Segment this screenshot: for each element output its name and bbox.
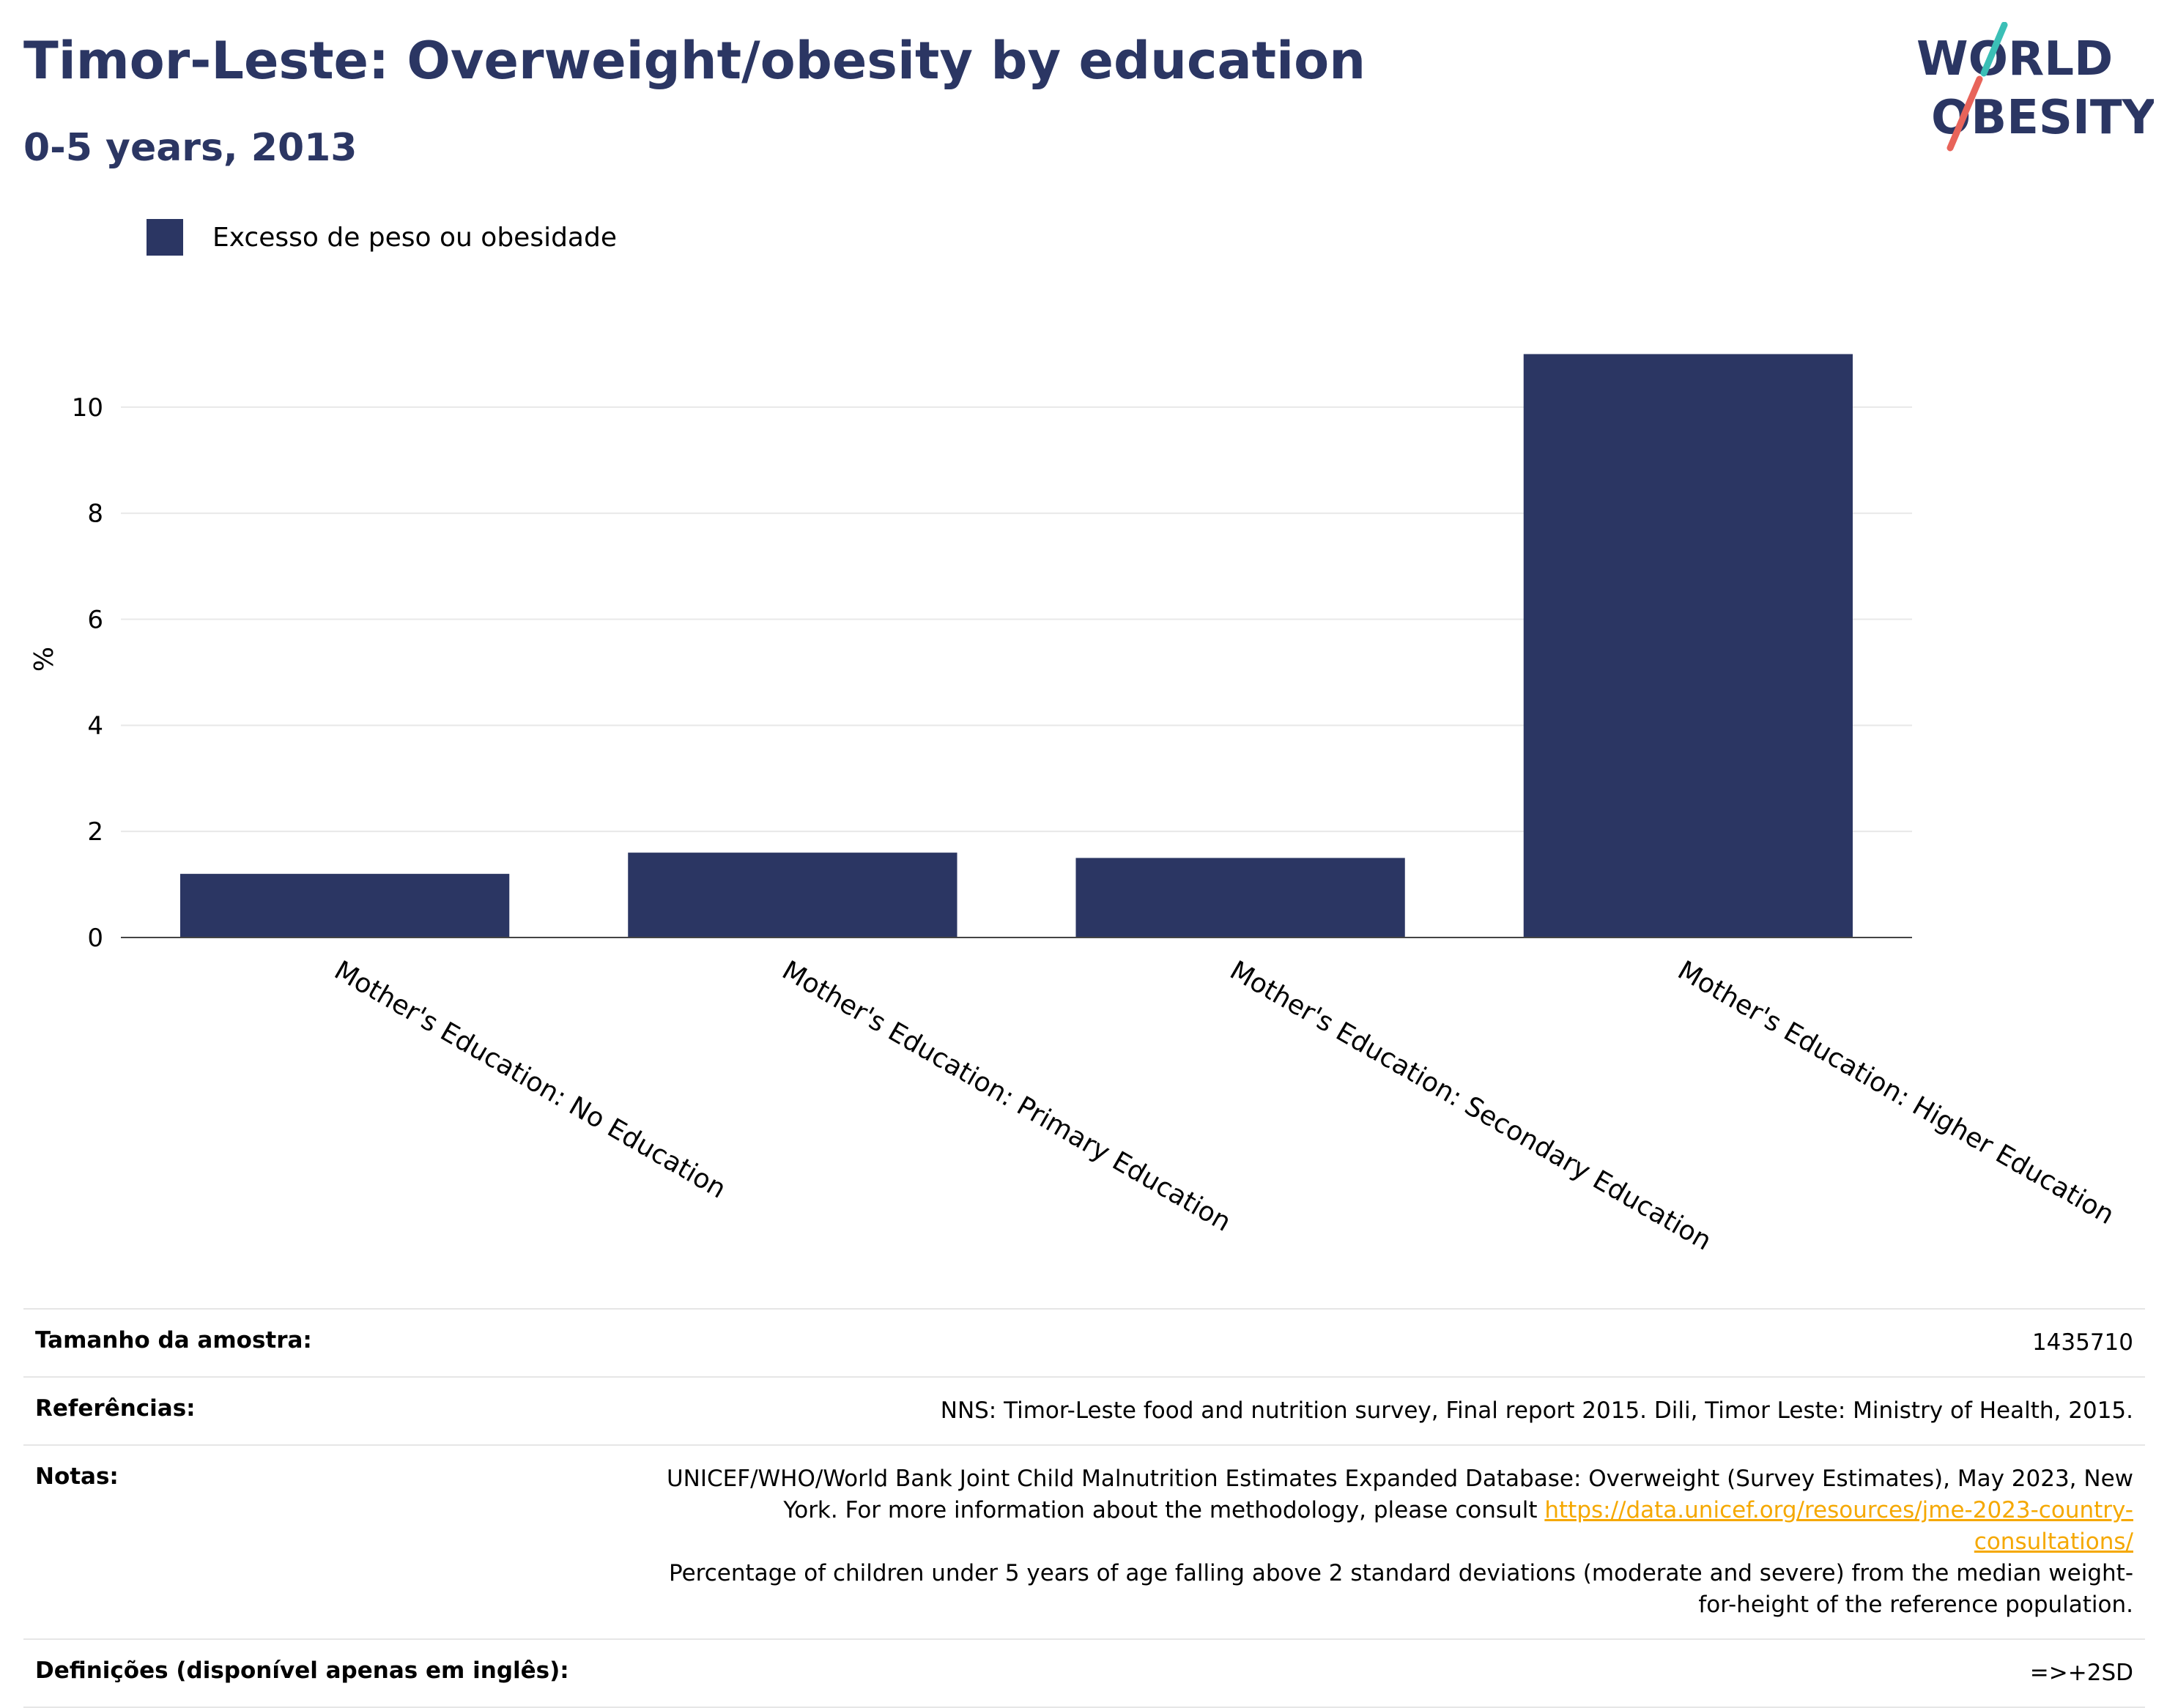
x-tick-label: Mother's Education: Higher Education <box>1673 955 2119 1230</box>
definitions-label: Definições (disponível apenas em inglês)… <box>35 1657 569 1684</box>
y-tick-label: 0 <box>87 924 103 953</box>
notes-text-2: Percentage of children under 5 years of … <box>668 1560 2133 1618</box>
x-tick-label: Mother's Education: Primary Education <box>777 955 1236 1237</box>
logo-line1: WORLD <box>1916 32 2113 86</box>
sample-size-row: Tamanho da amostra: 1435710 <box>23 1308 2145 1376</box>
definitions-row: Definições (disponível apenas em inglês)… <box>23 1638 2145 1708</box>
chart-title: Timor-Leste: Overweight/obesity by educa… <box>23 31 1366 91</box>
bar <box>179 874 510 937</box>
y-tick-label: 8 <box>87 500 103 529</box>
bar <box>1075 858 1405 937</box>
y-tick-label: 4 <box>87 711 103 740</box>
x-tick-label: Mother's Education: Secondary Education <box>1225 955 1716 1256</box>
definitions-value: =>+2SD <box>2029 1660 2133 1686</box>
logo-teal-slash <box>1980 21 2008 77</box>
x-tick-label: Mother's Education: No Education <box>329 955 730 1204</box>
notes-value: UNICEF/WHO/World Bank Joint Child Malnut… <box>639 1463 2133 1621</box>
chart-subtitle: 0-5 years, 2013 <box>23 126 358 170</box>
logo-red-slash <box>1946 75 1983 152</box>
y-axis-label: % <box>29 647 59 672</box>
legend-swatch <box>147 219 183 256</box>
references-label: Referências: <box>35 1395 196 1422</box>
y-tick-label: 6 <box>87 606 103 635</box>
bar <box>1523 354 1853 938</box>
references-value: NNS: Timor-Leste food and nutrition surv… <box>940 1397 2133 1424</box>
references-row: Referências: NNS: Timor-Leste food and n… <box>23 1376 2145 1444</box>
notes-label: Notas: <box>35 1463 119 1490</box>
bar <box>628 853 957 937</box>
sample-size-value: 1435710 <box>2031 1329 2133 1356</box>
notes-text-1: UNICEF/WHO/World Bank Joint Child Malnut… <box>666 1466 2133 1523</box>
legend-label: Excesso de peso ou obesidade <box>212 222 617 253</box>
world-obesity-logo: WORLD OBESITY <box>1912 21 2156 157</box>
bar-chart: 0 2 4 6 8 10 Mother's Education: No Education… <box>29 354 2119 1257</box>
y-tick-labels: 0 2 4 6 8 10 <box>72 393 103 953</box>
methodology-link[interactable]: https://data.unicef.org/resources/jme-20… <box>1544 1497 2133 1555</box>
y-tick-label: 2 <box>87 817 103 847</box>
info-table: Tamanho da amostra: 1435710 Referências:… <box>23 1308 2145 1708</box>
y-tick-label: 10 <box>72 393 103 423</box>
bars <box>179 354 1853 938</box>
sample-size-label: Tamanho da amostra: <box>35 1327 312 1354</box>
notes-row: Notas: UNICEF/WHO/World Bank Joint Child… <box>23 1444 2145 1638</box>
x-tick-labels: Mother's Education: No Education Mother's… <box>329 955 2119 1256</box>
chart-legend: Excesso de peso ou obesidade <box>147 218 617 256</box>
